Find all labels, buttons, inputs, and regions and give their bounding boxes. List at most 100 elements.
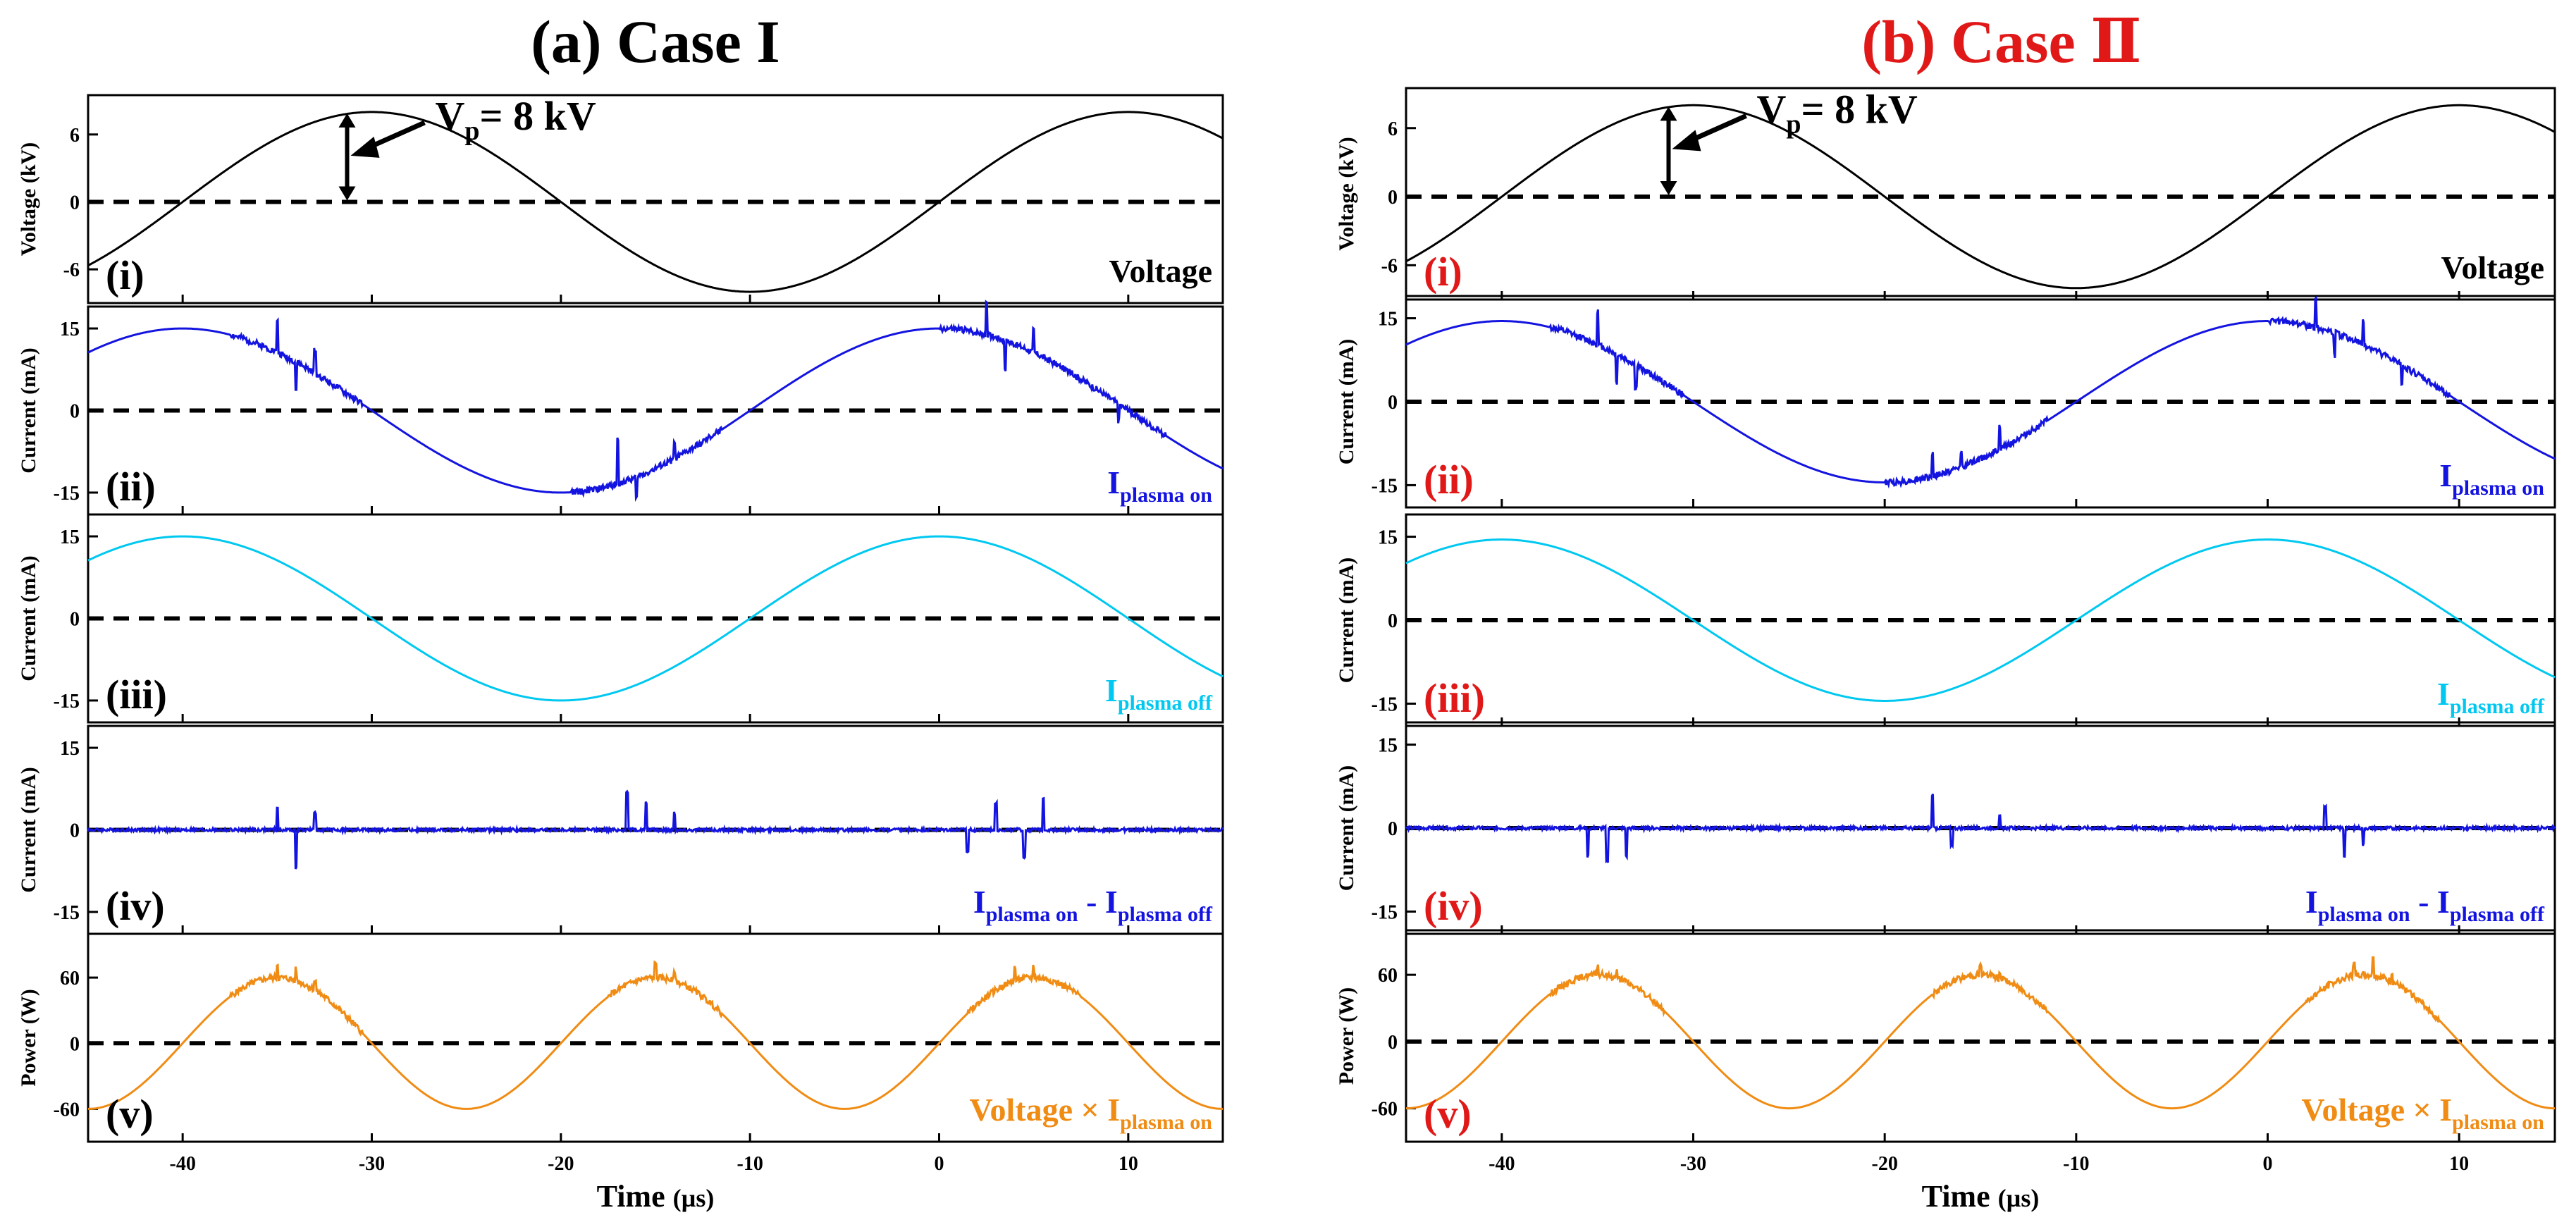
legend-subscript: plasma off: [2450, 695, 2545, 718]
series-line: [1406, 956, 2555, 1110]
subplot-3: -15 0 15 Current (mA) (iii) Iplasma off: [1335, 513, 2556, 727]
series-legend: Iplasma off: [1105, 672, 1213, 715]
y-axis-label: Voltage (kV): [1335, 137, 1358, 250]
y-tick-label: -15: [54, 483, 80, 505]
subplot-1: -6 0 6 Voltage (kV) (i) Voltage Vp= 8 kV: [1335, 86, 2556, 301]
legend-main: I: [2305, 884, 2318, 920]
y-tick-label: -60: [1372, 1099, 1398, 1121]
legend-subscript: plasma on: [1120, 1111, 1212, 1134]
subplot-label: (ii): [1424, 457, 1474, 502]
subplot-label: (iv): [106, 883, 165, 929]
y-tick-label: -6: [63, 259, 80, 281]
x-tick-label: -20: [548, 1153, 574, 1175]
x-tick-label: -20: [1872, 1153, 1898, 1175]
y-tick-label: -15: [54, 691, 80, 713]
series-legend: Iplasma on: [1107, 464, 1212, 507]
axes-frame: [87, 94, 1224, 304]
x-axis-label-unit: (µs): [673, 1184, 715, 1212]
y-axis-label: Power (W): [1335, 987, 1358, 1085]
x-tick-label: 10: [1118, 1153, 1138, 1175]
series-legend: Voltage: [1109, 253, 1212, 289]
y-tick-label: 15: [1378, 309, 1398, 331]
legend-subscript: plasma on: [1120, 483, 1212, 507]
y-tick-label: 60: [1378, 965, 1398, 987]
series-line: [87, 300, 1224, 502]
axes-frame: [1405, 87, 2556, 301]
subplot-label: (v): [106, 1091, 154, 1137]
y-tick-label: -15: [54, 902, 80, 924]
legend-main: I: [1107, 464, 1120, 500]
vp-annotation: Vp= 8 kV: [436, 93, 596, 146]
x-tick-label: -10: [2063, 1153, 2089, 1175]
arrowhead-down: [1660, 181, 1677, 196]
y-tick-label: -15: [1372, 901, 1398, 923]
subplot-label: (iv): [1424, 883, 1483, 929]
y-tick-label: 0: [1388, 1032, 1398, 1054]
pointer-arrowhead: [1672, 130, 1701, 152]
y-tick-label: 0: [1388, 392, 1398, 414]
series-line: [87, 111, 1224, 293]
legend-main: I: [973, 884, 986, 920]
subplot-label: (i): [106, 252, 144, 298]
legend-main: Voltage × I: [969, 1092, 1120, 1128]
subplot-label: (i): [1424, 249, 1462, 295]
legend-main: Voltage: [1109, 253, 1212, 289]
axes-frame: [1405, 929, 2556, 1143]
x-axis-label: Time (µs): [597, 1179, 715, 1214]
y-tick-label: -15: [1372, 475, 1398, 497]
y-tick-label: 0: [1388, 187, 1398, 209]
series-legend: Iplasma on - Iplasma off: [2305, 884, 2545, 926]
pointer-arrowhead: [350, 136, 380, 158]
vp-annotation: Vp= 8 kV: [1757, 86, 1918, 139]
vp-main: V: [436, 93, 465, 139]
series-line: [1405, 104, 2556, 290]
subplot-label: (v): [1424, 1091, 1472, 1137]
legend-main: Voltage × I: [2301, 1092, 2452, 1128]
legend-tail: - I: [2410, 884, 2450, 920]
subplot-3: -15 0 15 Current (mA) (iii) Iplasma off: [17, 513, 1224, 724]
subplot-label: (ii): [106, 464, 156, 510]
series-legend: Iplasma on: [2439, 457, 2544, 500]
y-tick-label: 15: [1378, 735, 1398, 757]
series-legend: Voltage × Iplasma on: [969, 1092, 1212, 1134]
series-line: [1405, 538, 2556, 702]
subplot-2: -15 0 15 Current (mA) (ii) Iplasma on: [1335, 295, 2556, 509]
panel-title: (a) Case I: [531, 8, 780, 75]
legend-main: I: [2437, 676, 2450, 712]
x-axis-label: Time (µs): [1922, 1179, 2040, 1214]
y-tick-label: -6: [1381, 255, 1398, 277]
subplot-1: -6 0 6 Voltage (kV) (i) Voltage Vp= 8 kV: [17, 93, 1224, 304]
x-axis-label-unit: (µs): [1998, 1184, 2040, 1212]
arrowhead-up: [1660, 106, 1677, 121]
legend-subscript: plasma on: [2452, 1111, 2544, 1134]
series-line: [87, 789, 1224, 870]
panel-title: (b) Case Ⅱ: [1861, 8, 2141, 75]
y-axis-label: Current (mA): [1335, 557, 1358, 684]
series-legend: Iplasma on - Iplasma off: [973, 884, 1213, 926]
series-line: [87, 535, 1224, 702]
y-axis-label: Current (mA): [17, 555, 40, 682]
vp-tail: = 8 kV: [480, 93, 596, 139]
x-axis-label-main: Time: [1922, 1179, 1998, 1214]
y-tick-label: 0: [1388, 818, 1398, 840]
x-tick-label: 10: [2449, 1153, 2469, 1175]
y-tick-label: 0: [70, 192, 80, 214]
y-tick-label: 15: [1378, 527, 1398, 549]
x-tick-label: -10: [737, 1153, 763, 1175]
subplot-4: -15 0 15 Current (mA) (iv) Iplasma on - Iplas…: [17, 725, 1224, 935]
legend-main: Voltage: [2441, 249, 2544, 285]
y-tick-label: 15: [60, 526, 80, 548]
axes-frame: [87, 932, 1224, 1143]
x-tick-label: 0: [2263, 1153, 2273, 1175]
y-tick-label: 6: [70, 125, 80, 147]
x-tick-label: -40: [170, 1153, 196, 1175]
series-legend: Voltage: [2441, 249, 2544, 285]
legend-subscript-2: plasma off: [1118, 903, 1213, 926]
subplot-label: (iii): [106, 672, 167, 717]
y-tick-label: 15: [60, 319, 80, 340]
legend-tail: - I: [1078, 884, 1118, 920]
x-tick-label: -30: [359, 1153, 385, 1175]
vp-main: V: [1757, 86, 1787, 132]
